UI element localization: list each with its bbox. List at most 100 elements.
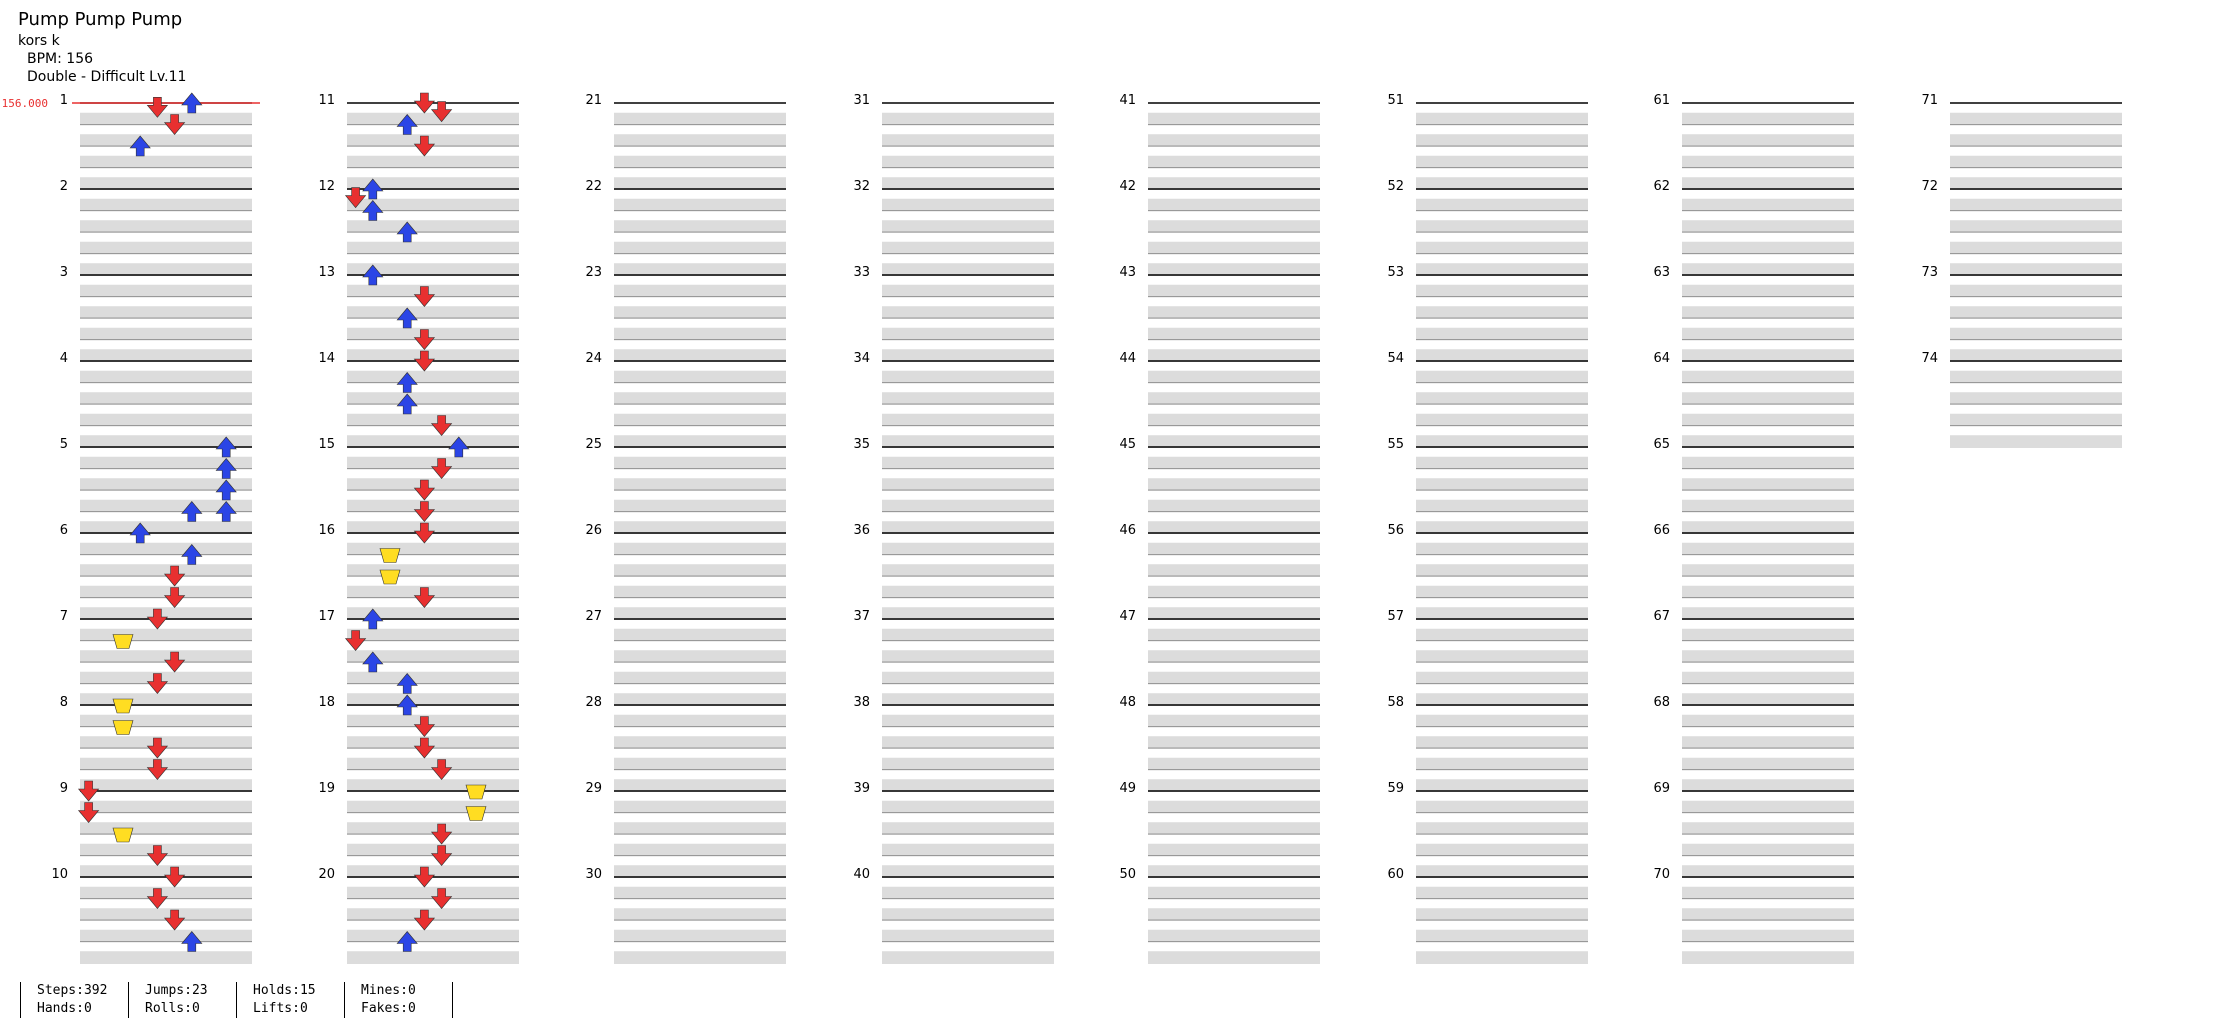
beat-band [1148, 757, 1320, 771]
step-arrow [215, 501, 237, 522]
beat-band [347, 155, 519, 169]
beat-band [80, 671, 252, 685]
beat-band [614, 757, 786, 771]
beat-band [614, 714, 786, 728]
beat-band [882, 370, 1054, 384]
step-arrow [146, 97, 169, 118]
beat-band [614, 693, 786, 706]
beat-band [1682, 370, 1854, 384]
beat-band [614, 628, 786, 642]
beat-band [1682, 198, 1854, 212]
beat-band [1682, 306, 1854, 319]
measure-number: 20 [318, 867, 335, 882]
beat-band [1682, 413, 1854, 427]
beat-band [882, 241, 1054, 255]
beat-band [882, 585, 1054, 599]
beat-band [614, 392, 786, 405]
measure-number: 70 [1653, 867, 1670, 882]
beat-band [80, 499, 252, 513]
beat-band [614, 951, 786, 964]
beat-band [614, 220, 786, 233]
beat-band [1416, 284, 1588, 298]
step-arrow [146, 845, 169, 866]
step-arrow [430, 759, 453, 780]
beat-band [882, 736, 1054, 749]
stat-block-jumps: Jumps:23 Rolls:0 [128, 982, 208, 1018]
stat-divider [452, 982, 453, 1018]
beat-band [882, 908, 1054, 921]
measure-number: 58 [1387, 695, 1404, 710]
beat-band [882, 306, 1054, 319]
beat-band [1682, 757, 1854, 771]
stat-lifts: Lifts:0 [253, 1001, 308, 1016]
measure-number: 30 [585, 867, 602, 882]
beat-band [1416, 908, 1588, 921]
measure-number: 22 [585, 179, 602, 194]
beat-band [80, 177, 252, 190]
beat-band [1416, 134, 1588, 147]
beat-band [347, 650, 519, 663]
beat-band [882, 392, 1054, 405]
step-arrow [396, 221, 418, 243]
step-arrow [129, 135, 151, 157]
measure-number: 28 [585, 695, 602, 710]
beat-band [1148, 241, 1320, 255]
beat-band [1416, 542, 1588, 556]
beat-band [1682, 155, 1854, 169]
beat-band [80, 843, 252, 857]
beat-band [1148, 628, 1320, 642]
measure-number: 73 [1921, 265, 1938, 280]
step-arrow [379, 569, 401, 585]
beat-band [347, 929, 519, 943]
beat-band [1682, 435, 1854, 448]
beat-band [1416, 392, 1588, 405]
beat-band [80, 908, 252, 921]
step-arrow [181, 544, 203, 565]
beat-band [1682, 521, 1854, 534]
beat-band [1148, 263, 1320, 276]
song-difficulty: Double - Difficult Lv.11 [27, 69, 187, 85]
beat-band [614, 370, 786, 384]
measure-number: 16 [318, 523, 335, 538]
measure-number: 63 [1653, 265, 1670, 280]
beat-band [347, 241, 519, 255]
beat-band [1416, 263, 1588, 276]
stat-rolls: Rolls:0 [145, 1001, 200, 1016]
beat-band [347, 779, 519, 792]
beat-band [1682, 628, 1854, 642]
beat-band [1682, 822, 1854, 835]
beat-band [1148, 478, 1320, 491]
measure-number: 64 [1653, 351, 1670, 366]
beat-band [614, 284, 786, 298]
beat-band [1682, 736, 1854, 749]
beat-band [614, 435, 786, 448]
beat-band [1148, 112, 1320, 126]
measure-number: 44 [1119, 351, 1136, 366]
beat-band [1950, 413, 2122, 427]
beat-band [80, 779, 252, 792]
beat-band [347, 542, 519, 556]
step-arrow [163, 866, 186, 888]
measure-number: 46 [1119, 523, 1136, 538]
beat-band [1682, 478, 1854, 491]
beat-band [614, 822, 786, 835]
beat-band [614, 521, 786, 534]
step-arrow [146, 888, 169, 909]
step-arrow [362, 651, 384, 673]
measure-number: 60 [1387, 867, 1404, 882]
step-arrow [430, 845, 453, 866]
step-arrow [413, 135, 436, 157]
beat-band [347, 736, 519, 749]
step-arrow [344, 187, 367, 209]
measure-number: 12 [318, 179, 335, 194]
step-arrow [413, 587, 436, 608]
beat-band [1148, 736, 1320, 749]
measure-number: 71 [1921, 93, 1938, 108]
beat-band [347, 564, 519, 577]
beat-band [347, 693, 519, 706]
step-arrow [379, 548, 401, 563]
beat-band [1682, 284, 1854, 298]
beat-band [80, 241, 252, 255]
measure-number: 72 [1921, 179, 1938, 194]
beat-band [347, 220, 519, 233]
